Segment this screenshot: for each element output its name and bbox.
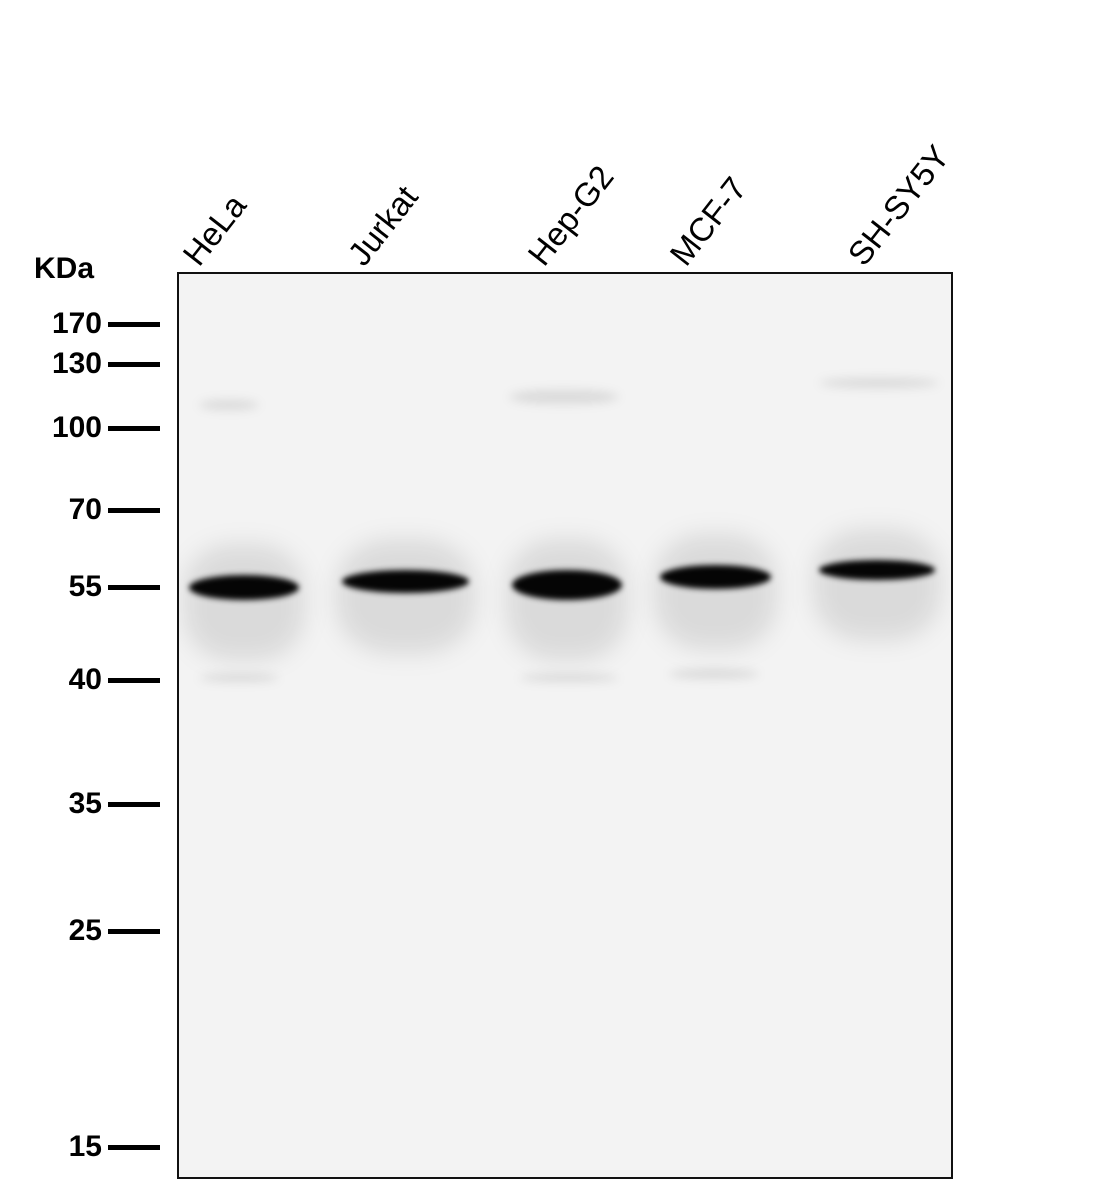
protein-band [660, 565, 771, 589]
faint-band [199, 674, 279, 682]
band-halo [814, 530, 940, 640]
marker-label: 100 [51, 411, 102, 444]
lane-label: MCF-7 [662, 169, 754, 273]
marker-tick [108, 322, 160, 327]
marker-tick [108, 585, 160, 590]
protein-band [189, 575, 299, 600]
marker-label: 40 [68, 663, 102, 696]
band-halo [655, 535, 776, 649]
marker-tick [108, 362, 160, 367]
faint-band [199, 400, 259, 410]
marker-label: 170 [51, 307, 102, 340]
marker-tick [108, 1145, 160, 1150]
faint-band [819, 378, 939, 388]
marker-label: 130 [51, 347, 102, 380]
lane-label: Hep-G2 [520, 158, 621, 273]
faint-band [509, 390, 619, 404]
marker-label: 25 [68, 914, 102, 947]
marker-label: 35 [68, 787, 102, 820]
marker-label: 70 [68, 493, 102, 526]
marker-label: 15 [68, 1130, 102, 1163]
lane-label: SH-SY5Y [840, 138, 957, 273]
marker-tick [108, 508, 160, 513]
band-halo [184, 545, 304, 660]
protein-band [819, 560, 935, 580]
blot-membrane [177, 272, 953, 1179]
marker-label: 55 [68, 570, 102, 603]
marker-tick [108, 426, 160, 431]
unit-label: KDa [34, 252, 95, 285]
marker-tick [108, 678, 160, 683]
band-halo [337, 540, 474, 653]
lane-label: Jurkat [340, 178, 425, 273]
marker-tick [108, 929, 160, 934]
faint-band [519, 674, 619, 682]
protein-band [342, 570, 469, 593]
protein-band [512, 570, 622, 600]
band-halo [507, 540, 627, 660]
lane-label: HeLa [175, 187, 254, 273]
marker-tick [108, 802, 160, 807]
faint-band [669, 669, 759, 679]
